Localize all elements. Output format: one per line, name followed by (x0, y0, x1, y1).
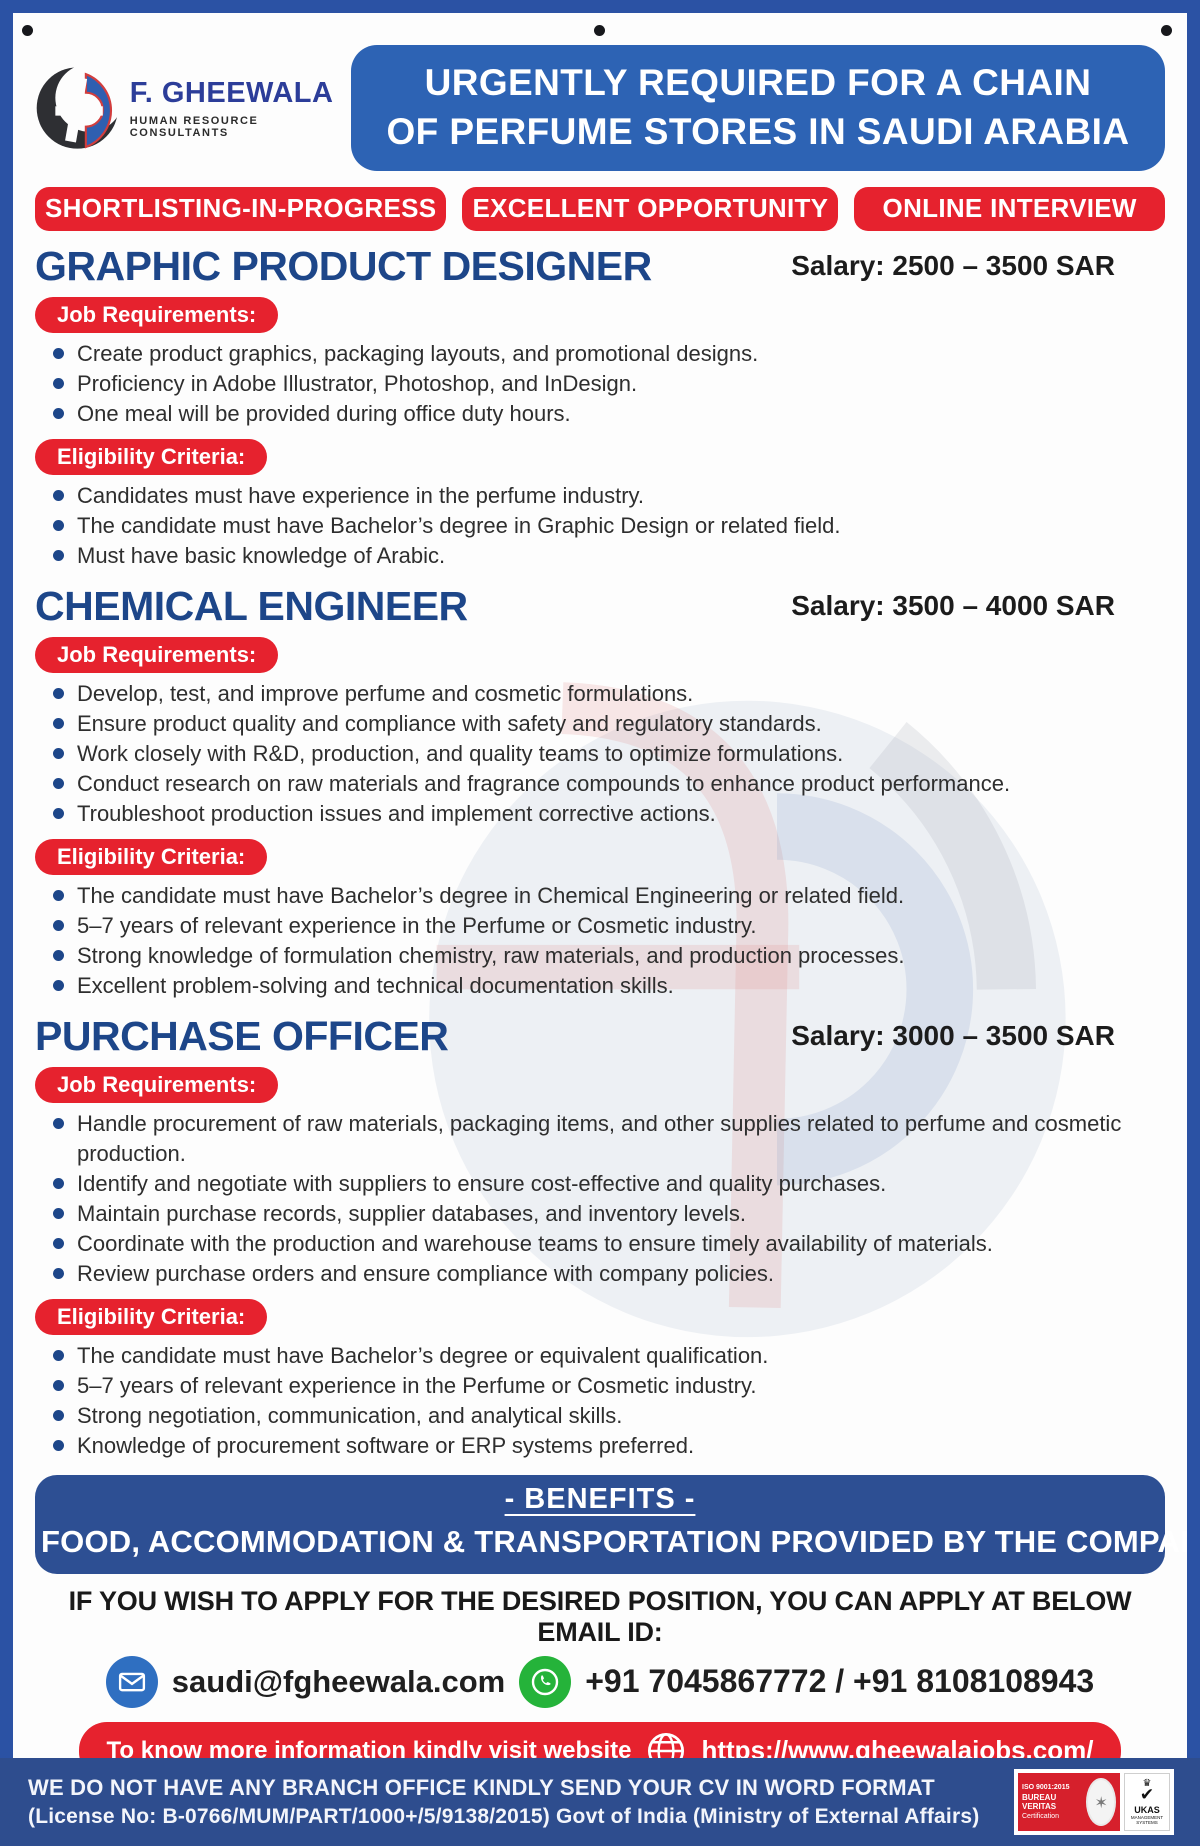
email-address[interactable]: saudi@fgheewala.com (171, 1663, 506, 1699)
logo-tagline: HUMAN RESOURCE CONSULTANTS (129, 114, 259, 139)
website-pill[interactable]: To know more information kindly visit we… (78, 1721, 1122, 1758)
list-item: One meal will be provided during office … (47, 399, 1165, 429)
list-item: Review purchase orders and ensure compli… (47, 1259, 1165, 1289)
bureau-veritas-seal-icon: ✶ (1086, 1778, 1116, 1826)
list-item: Maintain purchase records, supplier data… (47, 1199, 1165, 1229)
apply-heading: IF YOU WISH TO APPLY FOR THE DESIRED POS… (68, 1585, 1132, 1647)
list-item: Identify and negotiate with suppliers to… (47, 1169, 1165, 1199)
badge-shortlisting: SHORTLISTING-IN-PROGRESS (35, 186, 447, 231)
job-section-chemical-engineer: CHEMICAL ENGINEER Salary: 3500 – 4000 SA… (35, 583, 1165, 1001)
job-requirements-list: Handle procurement of raw materials, pac… (35, 1109, 1165, 1289)
list-item: Candidates must have experience in the p… (47, 481, 1165, 511)
list-item: Conduct research on raw materials and fr… (47, 769, 1165, 799)
eligibility-list: The candidate must have Bachelor’s degre… (35, 881, 1165, 1001)
benefits-text: FOOD, ACCOMMODATION & TRANSPORTATION PRO… (41, 1523, 1187, 1559)
eligibility-list: Candidates must have experience in the p… (35, 481, 1165, 571)
certification-badges: ISO 9001:2015 BUREAU VERITAS Certificati… (1014, 1769, 1174, 1835)
check-icon: ✔ (1139, 1785, 1155, 1805)
list-item: 5–7 years of relevant experience in the … (47, 1371, 1165, 1401)
job-salary: Salary: 3500 – 4000 SAR (791, 589, 1115, 621)
contact-row: saudi@fgheewala.com +91 7045867772 / +91… (35, 1655, 1165, 1708)
benefits-banner: - BENEFITS - FOOD, ACCOMMODATION & TRANS… (35, 1474, 1187, 1574)
list-item: Strong knowledge of formulation chemistr… (47, 941, 1165, 971)
list-item: Develop, test, and improve perfume and c… (47, 679, 1165, 709)
job-requirements-list: Create product graphics, packaging layou… (35, 339, 1165, 429)
bureau-veritas-badge: ISO 9001:2015 BUREAU VERITAS Certificati… (1018, 1773, 1120, 1831)
list-item: The candidate must have Bachelor’s degre… (47, 1341, 1165, 1371)
website-url[interactable]: https://www.gheewalajobs.com/ (701, 1735, 1094, 1758)
job-salary: Salary: 3000 – 3500 SAR (791, 1019, 1115, 1051)
badge-online-interview: ONLINE INTERVIEW (854, 186, 1165, 231)
pin-hole-left (22, 25, 33, 36)
list-item: Create product graphics, packaging layou… (47, 339, 1165, 369)
headline-line1: URGENTLY REQUIRED FOR A CHAIN (424, 62, 1092, 103)
list-item: Ensure product quality and compliance wi… (47, 709, 1165, 739)
eligibility-label: Eligibility Criteria: (35, 438, 268, 475)
badges-row: SHORTLISTING-IN-PROGRESS EXCELLENT OPPOR… (35, 186, 1165, 231)
benefits-title: - BENEFITS - (504, 1482, 696, 1515)
footer: WE DO NOT HAVE ANY BRANCH OFFICE KINDLY … (0, 1758, 1200, 1846)
footer-license: (License No: B-0766/MUM/PART/1000+/5/913… (28, 1805, 980, 1828)
list-item: Coordinate with the production and wareh… (47, 1229, 1165, 1259)
ukas-sub-label: MANAGEMENT SYSTEMS (1130, 1815, 1164, 1825)
eligibility-label: Eligibility Criteria: (35, 1298, 268, 1335)
footer-text: WE DO NOT HAVE ANY BRANCH OFFICE KINDLY … (28, 1775, 979, 1829)
list-item: Strong negotiation, communication, and a… (47, 1401, 1165, 1431)
list-item: The candidate must have Bachelor’s degre… (47, 881, 1165, 911)
list-item: Must have basic knowledge of Arabic. (47, 541, 1165, 571)
company-logo: F. GHEEWALA HUMAN RESOURCE CONSULTANTS (35, 58, 335, 158)
logo-text: F. GHEEWALA HUMAN RESOURCE CONSULTANTS (130, 77, 335, 139)
pin-hole-right (1161, 25, 1172, 36)
email-icon (105, 1655, 158, 1708)
job-title: CHEMICAL ENGINEER (35, 582, 468, 629)
footer-notice: WE DO NOT HAVE ANY BRANCH OFFICE KINDLY … (28, 1775, 935, 1800)
ukas-label: UKAS (1134, 1805, 1160, 1815)
job-title: GRAPHIC PRODUCT DESIGNER (35, 242, 652, 289)
job-section-purchase-officer: PURCHASE OFFICER Salary: 3000 – 3500 SAR… (35, 1013, 1165, 1461)
job-section-graphic-product-designer: GRAPHIC PRODUCT DESIGNER Salary: 2500 – … (35, 243, 1165, 571)
globe-icon (645, 1730, 687, 1758)
phone-numbers[interactable]: +91 7045867772 / +91 8108108943 (585, 1663, 1095, 1700)
list-item: Proficiency in Adobe Illustrator, Photos… (47, 369, 1165, 399)
job-title: PURCHASE OFFICER (35, 1012, 449, 1059)
list-item: 5–7 years of relevant experience in the … (47, 911, 1165, 941)
job-requirements-list: Develop, test, and improve perfume and c… (35, 679, 1165, 829)
bureau-veritas-label: BUREAU VERITAS (1022, 1793, 1057, 1811)
crown-icon: ♛ (1142, 1778, 1152, 1789)
list-item: The candidate must have Bachelor’s degre… (47, 511, 1165, 541)
job-requirements-label: Job Requirements: (35, 636, 279, 673)
job-salary: Salary: 2500 – 3500 SAR (791, 249, 1115, 281)
list-item: Knowledge of procurement software or ERP… (47, 1431, 1165, 1461)
website-label: To know more information kindly visit we… (106, 1736, 632, 1758)
headline-banner: URGENTLY REQUIRED FOR A CHAIN OF PERFUME… (351, 45, 1165, 171)
list-item: Handle procurement of raw materials, pac… (47, 1109, 1165, 1169)
ukas-badge: ♛ ✔ UKAS MANAGEMENT SYSTEMS (1124, 1773, 1170, 1831)
certification-label: Certification (1022, 1813, 1059, 1820)
job-requirements-label: Job Requirements: (35, 296, 279, 333)
company-logo-icon (36, 63, 120, 149)
eligibility-label: Eligibility Criteria: (35, 838, 268, 875)
poster-content: F. GHEEWALA HUMAN RESOURCE CONSULTANTS U… (13, 13, 1187, 1758)
job-requirements-label: Job Requirements: (35, 1066, 279, 1103)
pin-hole-center (594, 25, 605, 36)
eligibility-list: The candidate must have Bachelor’s degre… (35, 1341, 1165, 1461)
list-item: Work closely with R&D, production, and q… (47, 739, 1165, 769)
badge-opportunity: EXCELLENT OPPORTUNITY (462, 186, 839, 231)
headline-line2: OF PERFUME STORES IN SAUDI ARABIA (386, 110, 1130, 152)
header: F. GHEEWALA HUMAN RESOURCE CONSULTANTS U… (35, 45, 1165, 171)
iso-label: ISO 9001:2015 (1022, 1784, 1070, 1791)
whatsapp-icon (519, 1655, 572, 1708)
list-item: Troubleshoot production issues and imple… (47, 799, 1165, 829)
list-item: Excellent problem-solving and technical … (47, 971, 1165, 1001)
logo-name: F. GHEEWALA (129, 76, 334, 109)
